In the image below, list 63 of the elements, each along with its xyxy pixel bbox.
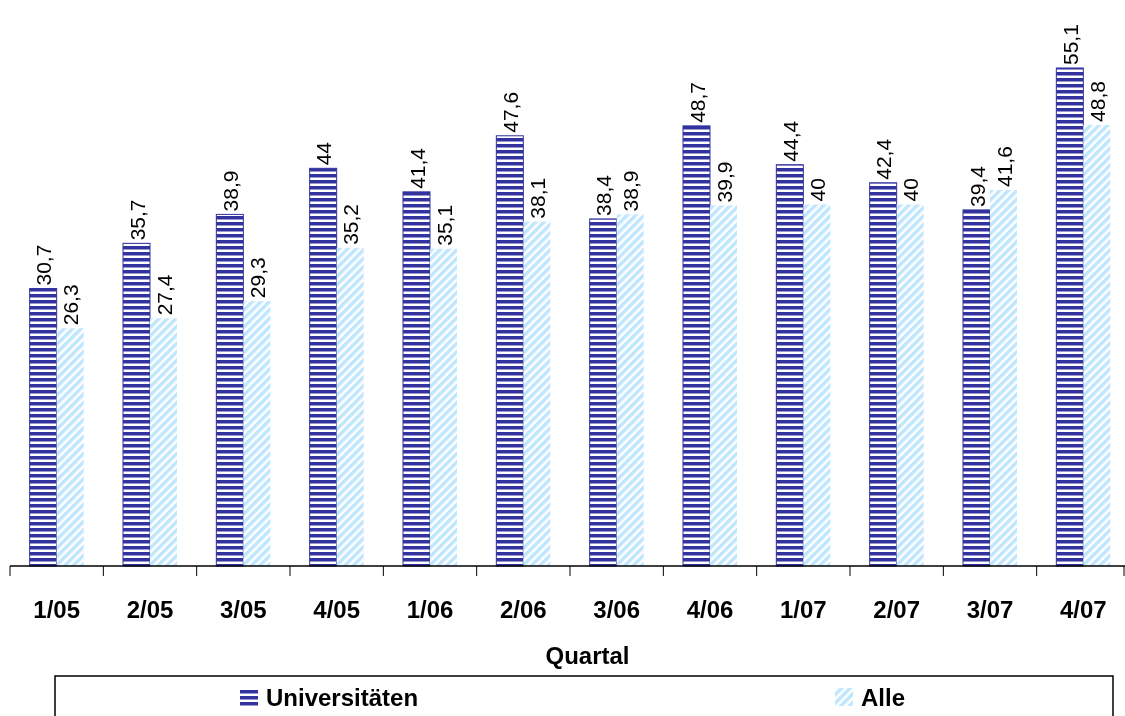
- bar: [869, 182, 898, 567]
- data-label: 35,1: [432, 204, 456, 246]
- x-tick-label: 2/06: [499, 596, 547, 623]
- bar: [29, 288, 58, 567]
- data-label: 27,4: [152, 274, 176, 316]
- data-label: 44,4: [778, 120, 802, 162]
- bar: [336, 247, 364, 566]
- data-label: 38,4: [592, 174, 616, 216]
- bar: [896, 204, 924, 566]
- x-tick-label: 3/07: [966, 596, 1014, 623]
- bar: [56, 328, 84, 566]
- bar: [682, 125, 711, 567]
- data-label: 42,4: [872, 138, 896, 180]
- data-label: 48,7: [685, 81, 709, 123]
- bar: [150, 318, 177, 566]
- data-label: 35,2: [339, 203, 363, 245]
- bar: [1083, 124, 1111, 566]
- x-tick-label: 2/05: [126, 596, 174, 623]
- data-label: 40: [805, 178, 829, 202]
- bar: [589, 218, 618, 567]
- bar: [243, 301, 271, 566]
- data-label: 38,9: [218, 170, 242, 212]
- bar: [803, 204, 831, 566]
- data-label: 26,3: [59, 284, 83, 326]
- bar: [523, 221, 551, 566]
- data-label: 38,1: [525, 177, 549, 219]
- x-tick-label: 4/05: [313, 596, 361, 623]
- data-label: 48,8: [1085, 81, 1109, 122]
- x-tick-label: 3/05: [219, 596, 267, 623]
- data-label: 41,6: [992, 146, 1016, 188]
- bar: [430, 248, 457, 566]
- data-label: 38,9: [619, 170, 643, 212]
- bar: [402, 191, 431, 567]
- bar: [962, 209, 991, 567]
- bar: [616, 214, 644, 566]
- data-label: 29,3: [245, 257, 269, 299]
- data-label: 30,7: [32, 244, 56, 286]
- data-label: 39,4: [965, 165, 989, 207]
- data-label: 44: [312, 141, 336, 166]
- bar: [122, 242, 151, 567]
- bar: [309, 167, 338, 567]
- data-label: 47,6: [498, 91, 522, 133]
- bar: [495, 135, 524, 567]
- x-tick-label: 2/07: [873, 596, 921, 623]
- data-label: 35,7: [125, 199, 149, 241]
- x-tick-label: 4/07: [1059, 596, 1107, 623]
- legend-label: Alle: [861, 684, 906, 711]
- data-label: 41,4: [405, 147, 429, 189]
- bar: [990, 190, 1017, 566]
- legend-label: Universitäten: [266, 684, 419, 711]
- data-label: 40: [899, 178, 923, 202]
- x-axis-title: Quartal: [545, 642, 630, 669]
- x-tick-label: 3/06: [593, 596, 641, 623]
- x-tick-label: 1/05: [33, 596, 81, 623]
- x-tick-label: 1/07: [779, 596, 827, 623]
- bar: [710, 205, 737, 566]
- bar: [775, 164, 804, 567]
- x-tick-label: 1/06: [406, 596, 454, 623]
- bar: [1055, 67, 1084, 567]
- bar: [215, 213, 244, 567]
- x-tick-label: 4/06: [686, 596, 734, 623]
- data-label: 39,9: [712, 161, 736, 203]
- data-label: 55,1: [1058, 24, 1082, 65]
